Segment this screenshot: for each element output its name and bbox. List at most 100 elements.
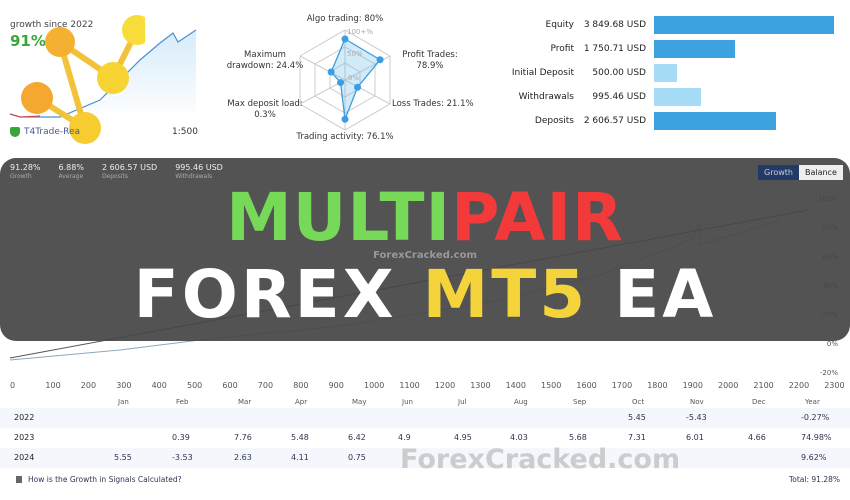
balance-value: 1 750.71 USD xyxy=(583,44,646,54)
x-tick: 100 xyxy=(45,381,61,390)
cell-value: 0.39 xyxy=(172,433,190,442)
x-tick: 1300 xyxy=(470,381,491,390)
stat-value: 6.88% xyxy=(58,163,84,172)
radar-value-dd: drawdown: 24.4% xyxy=(226,61,304,71)
x-tick: 1400 xyxy=(505,381,526,390)
balance-value: 2 606.57 USD xyxy=(583,116,646,126)
tab-balance[interactable]: Balance xyxy=(798,165,843,180)
total-growth: Total: 91.28% xyxy=(788,475,840,484)
x-tick: 200 xyxy=(80,381,97,390)
logo-molecule-icon xyxy=(21,15,145,144)
balance-value: 3 849.68 USD xyxy=(583,20,646,30)
balance-label: Deposits xyxy=(534,116,574,126)
x-tick: 700 xyxy=(257,381,274,390)
x-tick: 1700 xyxy=(611,381,633,390)
radar-label-algo: Algo trading: 80% xyxy=(306,14,384,24)
broker-link[interactable]: T4Trade-Rea xyxy=(24,127,81,137)
row-year: 2023 xyxy=(14,433,35,442)
cell-value: 4.66 xyxy=(748,433,766,442)
month-header-cell: Aug xyxy=(514,398,528,406)
tab-growth[interactable]: Growth xyxy=(758,165,799,180)
cell-value: 5.48 xyxy=(291,433,309,442)
balance-label: Equity xyxy=(545,20,574,30)
cell-value: 7.31 xyxy=(628,433,646,442)
month-header-cell: Jul xyxy=(458,398,467,406)
radar-point-activity xyxy=(341,115,349,123)
x-tick: 1500 xyxy=(541,381,562,390)
cell-value: 2.63 xyxy=(234,453,252,462)
title-multi: MULTI xyxy=(226,179,452,256)
table-row: 2023 0.39 7.76 5.48 6.42 4.9 4.95 4.03 5.68 7.31 6… xyxy=(0,428,850,448)
stats-overlay: 91.28% Growth 6.88% Average 2 606.57 USD Depo… xyxy=(10,163,223,181)
balance-row: Deposits 2 606.57 USD xyxy=(500,111,777,131)
stat-label: Average xyxy=(58,173,84,180)
cell-value: 4.9 xyxy=(398,433,411,442)
radar-chart: Algo trading: 80% Profit Trades: 78.9% Lo… xyxy=(215,0,495,150)
banner-title-line1: MULTIPAIR xyxy=(0,185,850,251)
balance-row: Withdrawals 995.46 USD xyxy=(500,87,701,107)
balance-bar xyxy=(654,112,777,130)
x-tick: 2300 xyxy=(824,381,845,390)
growth-card: growth since 2022 91% T4Trade-Rea 1:500 xyxy=(0,0,200,150)
radar-value-profit: 78.9% xyxy=(416,61,444,71)
month-header-cell: Jan xyxy=(118,398,129,406)
stat-value: 91.28% xyxy=(10,163,41,172)
balance-label: Withdrawals xyxy=(518,92,574,102)
stat-value: 2 606.57 USD xyxy=(101,163,158,172)
cell-value: 0.75 xyxy=(348,453,366,462)
stat-value: 995.46 USD xyxy=(175,163,223,172)
stat-label: Growth xyxy=(10,173,32,180)
cell-value: 4.95 xyxy=(454,433,472,442)
stat-label: Deposits xyxy=(101,173,128,180)
cell-value: 5.55 xyxy=(114,453,132,462)
x-tick: 2100 xyxy=(753,381,774,390)
title-ea: EA xyxy=(588,256,717,333)
balance-label: Initial Deposit xyxy=(511,68,574,78)
radar-value-load: 0.3% xyxy=(254,110,276,120)
x-tick: 500 xyxy=(187,381,203,390)
balance-row: Profit 1 750.71 USD xyxy=(500,39,735,59)
x-tick: 600 xyxy=(222,381,238,390)
watermark-large: ForexCracked.com xyxy=(400,444,681,475)
stat-item: 91.28% Growth xyxy=(10,163,41,181)
leverage: 1:500 xyxy=(172,127,198,137)
calculator-icon xyxy=(16,476,22,483)
x-tick: 900 xyxy=(328,381,344,390)
cell-value: 5.68 xyxy=(569,433,587,442)
radar-label-profit: Profit Trades: xyxy=(402,50,458,60)
watermark-small: ForexCracked.com xyxy=(373,250,477,261)
month-header-cell: Year xyxy=(805,398,820,406)
cell-value: 9.62% xyxy=(801,453,827,462)
balance-row: Equity 3 849.68 USD xyxy=(500,15,834,35)
title-pair: PAIR xyxy=(451,179,624,256)
cell-value: 6.01 xyxy=(686,433,704,442)
radar-point-profit xyxy=(376,56,384,64)
stat-item: 995.46 USD Withdrawals xyxy=(175,163,223,181)
cell-value: 5.45 xyxy=(628,413,646,422)
month-header-cell: Nov xyxy=(690,398,704,406)
y-tick: 0% xyxy=(826,340,838,348)
month-header-cell: Apr xyxy=(295,398,308,406)
month-header-cell: Jun xyxy=(402,398,413,406)
month-header-cell: Sep xyxy=(573,398,587,406)
growth-value: 91% xyxy=(10,32,46,50)
stat-label: Withdrawals xyxy=(175,173,213,180)
radar-point-drawdown xyxy=(327,68,335,76)
stat-item: 6.88% Average xyxy=(59,163,84,181)
radar-label-dd: Maximum xyxy=(244,50,286,60)
x-tick: 300 xyxy=(116,381,132,390)
title-mt5: MT5 xyxy=(422,256,589,333)
month-header-cell: Feb xyxy=(176,398,189,406)
x-tick: 800 xyxy=(293,381,309,390)
growth-label: growth since 2022 xyxy=(10,20,94,30)
radar-label-loss: Loss Trades: 21.1% xyxy=(392,99,474,109)
x-tick: 2000 xyxy=(718,381,739,390)
growth-calculation-link[interactable]: How is the Growth in Signals Calculated? xyxy=(28,475,182,484)
x-tick: 1100 xyxy=(399,381,420,390)
balance-bar xyxy=(654,16,834,34)
balance-label: Profit xyxy=(550,44,574,54)
month-header-cell: Mar xyxy=(238,398,252,406)
banner-overlay xyxy=(0,158,850,341)
radar-scale-100: 100+% xyxy=(347,28,373,36)
month-header-cell: Oct xyxy=(632,398,645,406)
